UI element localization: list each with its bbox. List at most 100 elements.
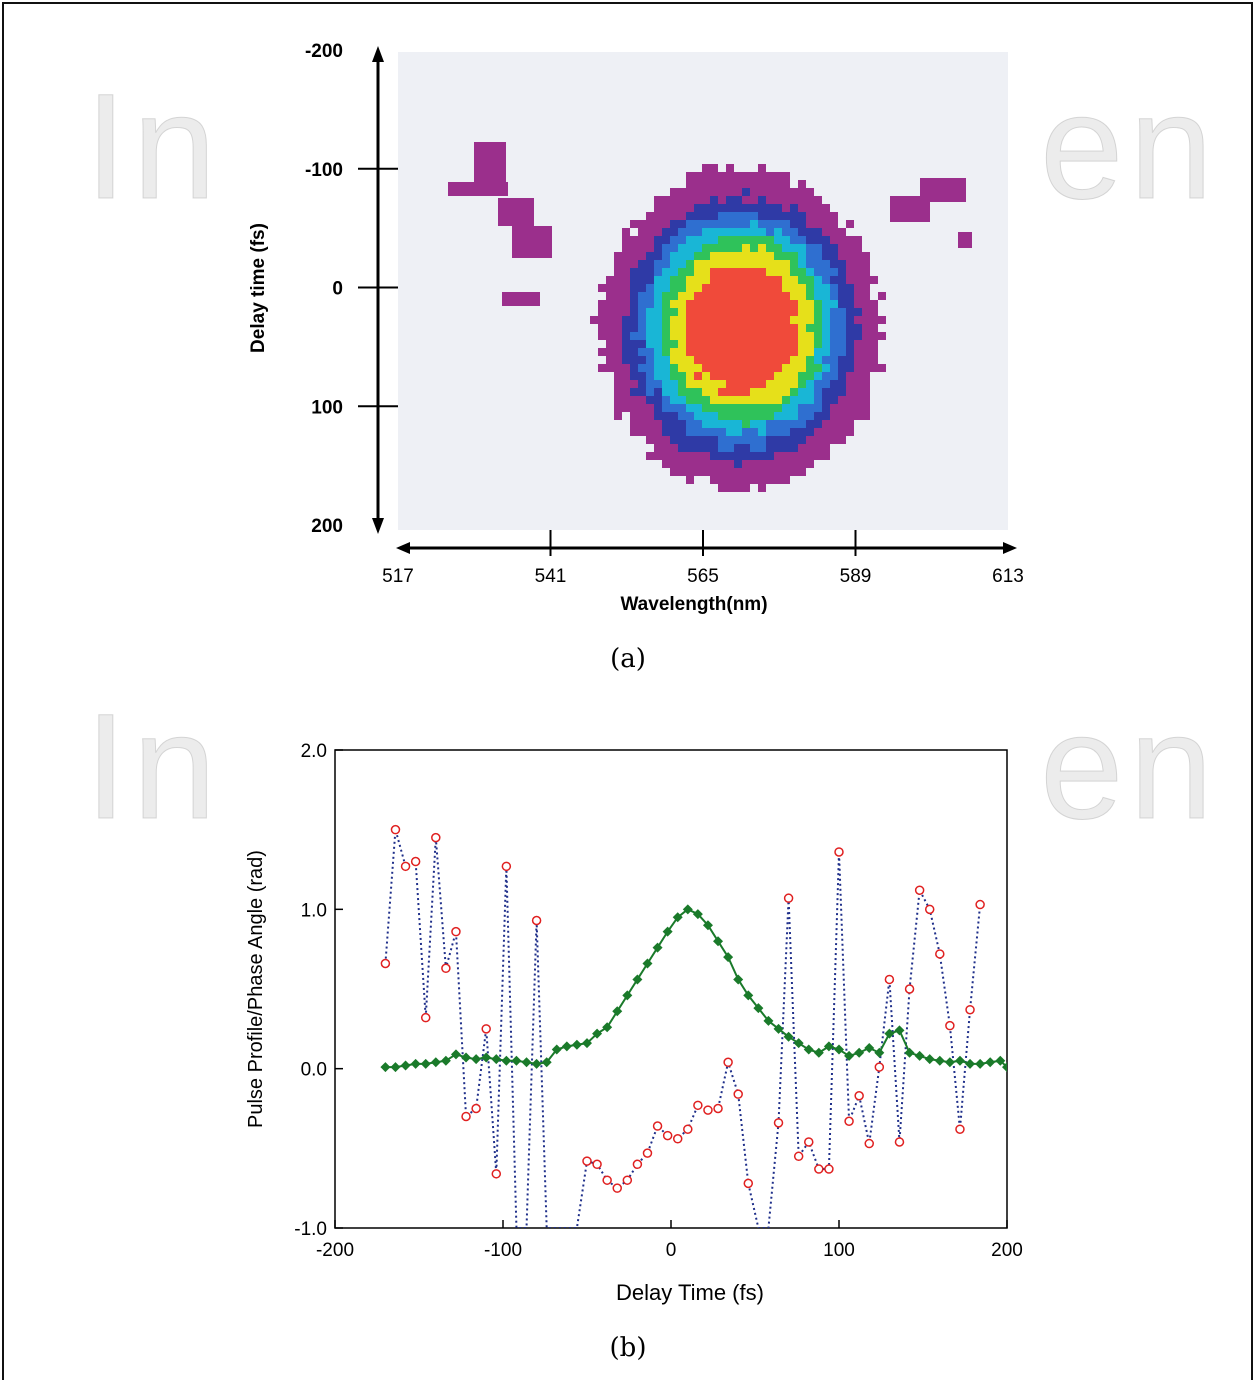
heatmap-cell bbox=[798, 332, 806, 340]
heatmap-cell bbox=[742, 244, 750, 252]
heatmap-cell bbox=[710, 364, 718, 372]
heatmap-cell bbox=[782, 324, 790, 332]
heatmap-cell bbox=[806, 212, 814, 220]
heatmap-cell bbox=[638, 316, 646, 324]
phase-point bbox=[966, 1006, 974, 1014]
heatmap-cell bbox=[862, 268, 870, 276]
pulse-profile-point bbox=[844, 1051, 854, 1061]
pulse-profile-point bbox=[894, 1025, 904, 1035]
heatmap-cell bbox=[830, 436, 838, 444]
heatmap-cell bbox=[854, 276, 862, 284]
heatmap-cell bbox=[830, 348, 838, 356]
heatmap-cell bbox=[718, 332, 726, 340]
heatmap-cell bbox=[774, 244, 782, 252]
heatmap-cell bbox=[774, 316, 782, 324]
heatmap-cell bbox=[806, 460, 814, 468]
heatmap-cell bbox=[806, 188, 814, 196]
heatmap-cell bbox=[750, 388, 758, 396]
heatmap-cell bbox=[766, 348, 774, 356]
heatmap-cell bbox=[678, 388, 686, 396]
heatmap-cell bbox=[686, 420, 694, 428]
heatmap-cell bbox=[782, 268, 790, 276]
phase-point bbox=[442, 964, 450, 972]
heatmap-cell bbox=[798, 420, 806, 428]
heatmap-cell bbox=[638, 236, 646, 244]
heatmap-cell bbox=[806, 356, 814, 364]
heatmap-cell bbox=[726, 220, 734, 228]
heatmap-cell bbox=[710, 220, 718, 228]
heatmap-cell bbox=[718, 204, 726, 212]
heatmap-cell bbox=[782, 172, 790, 180]
heatmap-cell bbox=[766, 420, 774, 428]
heatmap-cell bbox=[854, 300, 862, 308]
heatmap-cell bbox=[638, 292, 646, 300]
y-tick-label: -100 bbox=[305, 160, 343, 181]
heatmap-cell bbox=[782, 308, 790, 316]
heatmap-noise-patch bbox=[498, 198, 534, 226]
phase-point bbox=[472, 1105, 480, 1113]
heatmap-cell bbox=[654, 452, 662, 460]
heatmap-cell bbox=[870, 300, 878, 308]
heatmap-cell bbox=[686, 396, 694, 404]
pulse-profile-point bbox=[945, 1057, 955, 1067]
heatmap-cell bbox=[726, 396, 734, 404]
phase-point bbox=[744, 1179, 752, 1187]
heatmap-cell bbox=[782, 372, 790, 380]
heatmap-cell bbox=[878, 332, 886, 340]
heatmap-cell bbox=[678, 228, 686, 236]
heatmap-cell bbox=[694, 396, 702, 404]
heatmap-cell bbox=[806, 452, 814, 460]
heatmap-cell bbox=[854, 284, 862, 292]
heatmap-cell bbox=[646, 372, 654, 380]
heatmap-cell bbox=[646, 404, 654, 412]
heatmap-cell bbox=[678, 452, 686, 460]
heatmap-cell bbox=[790, 228, 798, 236]
heatmap-cell bbox=[694, 340, 702, 348]
heatmap-cell bbox=[726, 404, 734, 412]
pulse-profile-point bbox=[935, 1056, 945, 1066]
heatmap-cell bbox=[766, 460, 774, 468]
heatmap-cell bbox=[774, 388, 782, 396]
y-axis-arrow-top bbox=[372, 46, 384, 62]
heatmap-cell bbox=[646, 452, 654, 460]
heatmap-cell bbox=[726, 388, 734, 396]
heatmap-cell bbox=[702, 252, 710, 260]
heatmap-cell bbox=[694, 260, 702, 268]
heatmap-cell bbox=[774, 396, 782, 404]
heatmap-cell bbox=[846, 364, 854, 372]
heatmap-cell bbox=[798, 308, 806, 316]
heatmap-cell bbox=[758, 420, 766, 428]
heatmap-cell bbox=[734, 372, 742, 380]
heatmap-cell bbox=[742, 188, 750, 196]
heatmap-cell bbox=[614, 260, 622, 268]
heatmap-cell bbox=[830, 244, 838, 252]
heatmap-cell bbox=[670, 412, 678, 420]
heatmap-cell bbox=[726, 180, 734, 188]
heatmap-cell bbox=[718, 444, 726, 452]
heatmap-cell bbox=[742, 420, 750, 428]
heatmap-cell bbox=[654, 196, 662, 204]
heatmap-cell bbox=[838, 300, 846, 308]
heatmap-cell bbox=[718, 348, 726, 356]
heatmap-cell bbox=[758, 372, 766, 380]
heatmap-cell bbox=[830, 276, 838, 284]
phase-point bbox=[845, 1117, 853, 1125]
heatmap-cell bbox=[630, 268, 638, 276]
heatmap-cell bbox=[726, 324, 734, 332]
heatmap-cell bbox=[798, 284, 806, 292]
heatmap-cell bbox=[678, 196, 686, 204]
heatmap-cell bbox=[766, 180, 774, 188]
heatmap-cell bbox=[822, 428, 830, 436]
heatmap-cell bbox=[806, 252, 814, 260]
heatmap-cell bbox=[854, 356, 862, 364]
heatmap-cell bbox=[622, 316, 630, 324]
heatmap-cell bbox=[726, 420, 734, 428]
heatmap-cell bbox=[646, 436, 654, 444]
heatmap-cell bbox=[782, 468, 790, 476]
heatmap-cell bbox=[790, 252, 798, 260]
heatmap-cell bbox=[638, 348, 646, 356]
heatmap-cell bbox=[614, 268, 622, 276]
heatmap-cell bbox=[766, 244, 774, 252]
heatmap-cell bbox=[758, 196, 766, 204]
heatmap-cell bbox=[654, 252, 662, 260]
